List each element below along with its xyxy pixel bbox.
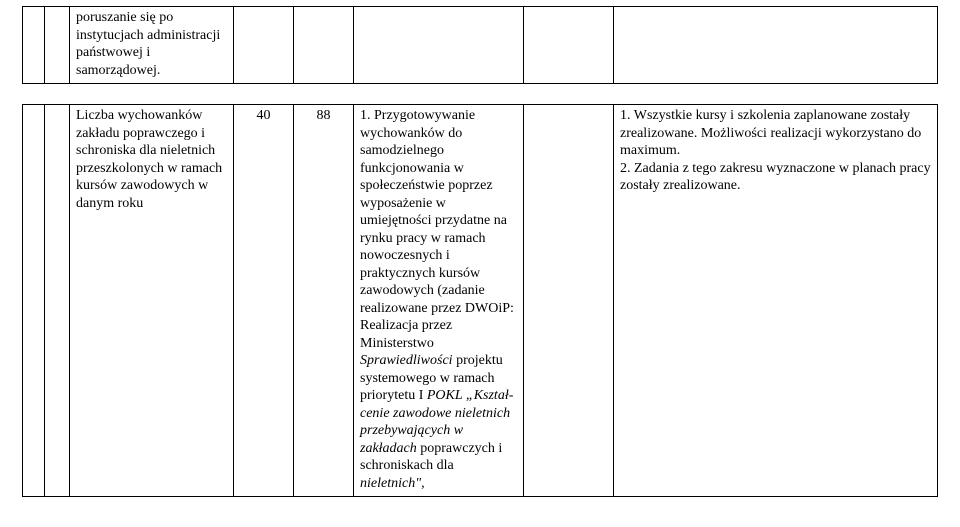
cell-r0-c0 xyxy=(23,7,45,84)
data-table-2: Liczba wychowanków zakładu poprawczego i… xyxy=(22,104,938,497)
c7-item-1: 1. Wszystkie kursy i szkolenia zaplanowa… xyxy=(620,107,931,160)
cell-r1-c5: 1. Przygotowywanie wychowanków do samodz… xyxy=(354,105,524,497)
cell-r1-c2: Liczba wychowanków zakładu poprawczego i… xyxy=(70,105,234,497)
table-row-main: Liczba wychowanków zakładu poprawczego i… xyxy=(23,105,938,497)
c7-item-2: 2. Zadania z tego zakresu wyznaczone w p… xyxy=(620,160,931,195)
cell-r1-c1 xyxy=(45,105,70,497)
cell-r0-c4 xyxy=(294,7,354,84)
cell-r1-c6 xyxy=(524,105,614,497)
cell-r0-c3 xyxy=(234,7,294,84)
data-table: poruszanie się po instytucjach administr… xyxy=(22,6,938,84)
cell-r1-c4: 88 xyxy=(294,105,354,497)
cell-r1-c7: 1. Wszystkie kursy i szkolenia zaplanowa… xyxy=(614,105,938,497)
c5-italic-3: nieletnich", xyxy=(360,476,425,491)
table-row-top: poruszanie się po instytucjach administr… xyxy=(23,7,938,84)
cell-r1-c0 xyxy=(23,105,45,497)
c5-italic-1: Sprawiedliwości xyxy=(360,353,453,368)
row-gap xyxy=(22,84,938,104)
cell-r0-c6 xyxy=(524,7,614,84)
cell-r0-c5 xyxy=(354,7,524,84)
c5-text-1: 1. Przygotowywanie wychowanków do samodz… xyxy=(360,108,514,351)
cell-r0-c2: poruszanie się po instytucjach administr… xyxy=(70,7,234,84)
document-page: poruszanie się po instytucjach administr… xyxy=(0,0,960,497)
cell-r0-c1 xyxy=(45,7,70,84)
cell-r1-c3: 40 xyxy=(234,105,294,497)
cell-r0-c7 xyxy=(614,7,938,84)
